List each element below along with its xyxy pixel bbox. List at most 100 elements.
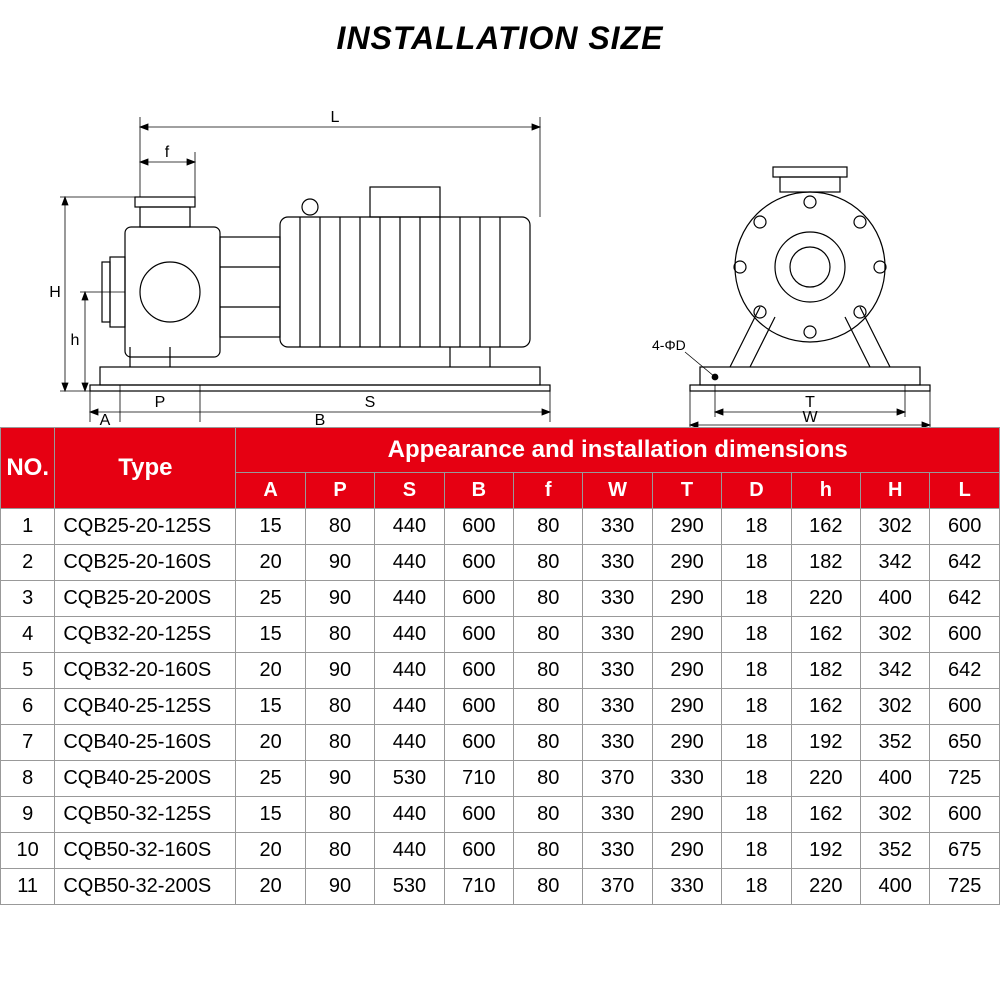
table-row: 9CQB50-32-125S15804406008033029018162302… — [1, 797, 1000, 833]
cell-no: 7 — [1, 725, 55, 761]
cell-dim: 642 — [930, 545, 1000, 581]
cell-dim: 600 — [930, 689, 1000, 725]
table-row: 7CQB40-25-160S20804406008033029018192352… — [1, 725, 1000, 761]
cell-dim: 600 — [444, 545, 513, 581]
dim-D: 4-ΦD — [652, 337, 686, 353]
cell-dim: 80 — [514, 581, 583, 617]
page-title: INSTALLATION SIZE — [0, 0, 1000, 67]
cell-type: CQB32-20-160S — [55, 653, 236, 689]
cell-no: 3 — [1, 581, 55, 617]
col-A: A — [236, 473, 305, 509]
cell-dim: 162 — [791, 617, 860, 653]
cell-dim: 400 — [861, 761, 930, 797]
cell-dim: 90 — [305, 653, 374, 689]
cell-dim: 330 — [583, 833, 652, 869]
dim-B: B — [315, 412, 326, 427]
cell-dim: 20 — [236, 833, 305, 869]
cell-dim: 290 — [652, 833, 721, 869]
cell-dim: 80 — [514, 545, 583, 581]
cell-dim: 330 — [583, 509, 652, 545]
cell-dim: 352 — [861, 833, 930, 869]
cell-dim: 80 — [514, 653, 583, 689]
cell-dim: 330 — [652, 761, 721, 797]
cell-dim: 18 — [722, 797, 791, 833]
cell-dim: 440 — [375, 833, 444, 869]
cell-dim: 90 — [305, 869, 374, 905]
dim-A: A — [100, 412, 111, 427]
cell-dim: 330 — [583, 653, 652, 689]
cell-dim: 220 — [791, 761, 860, 797]
cell-dim: 600 — [444, 509, 513, 545]
technical-diagram: L f H h A P — [0, 67, 1000, 427]
dim-L: L — [331, 109, 340, 126]
cell-type: CQB25-20-200S — [55, 581, 236, 617]
cell-dim: 330 — [583, 725, 652, 761]
cell-dim: 600 — [930, 797, 1000, 833]
cell-type: CQB25-20-125S — [55, 509, 236, 545]
cell-no: 1 — [1, 509, 55, 545]
cell-dim: 642 — [930, 581, 1000, 617]
table-row: 1CQB25-20-125S15804406008033029018162302… — [1, 509, 1000, 545]
cell-dim: 15 — [236, 797, 305, 833]
cell-type: CQB40-25-160S — [55, 725, 236, 761]
cell-dim: 90 — [305, 761, 374, 797]
cell-dim: 18 — [722, 617, 791, 653]
cell-dim: 370 — [583, 869, 652, 905]
col-P: P — [305, 473, 374, 509]
cell-dim: 600 — [444, 617, 513, 653]
dimensions-table: NO. Type Appearance and installation dim… — [0, 427, 1000, 905]
cell-dim: 20 — [236, 869, 305, 905]
cell-dim: 600 — [444, 689, 513, 725]
cell-type: CQB50-32-160S — [55, 833, 236, 869]
cell-dim: 290 — [652, 581, 721, 617]
cell-dim: 650 — [930, 725, 1000, 761]
cell-dim: 330 — [583, 797, 652, 833]
cell-dim: 290 — [652, 689, 721, 725]
cell-dim: 330 — [583, 581, 652, 617]
cell-dim: 600 — [444, 653, 513, 689]
cell-dim: 162 — [791, 509, 860, 545]
table-row: 5CQB32-20-160S20904406008033029018182342… — [1, 653, 1000, 689]
cell-dim: 18 — [722, 725, 791, 761]
cell-dim: 15 — [236, 509, 305, 545]
cell-dim: 192 — [791, 725, 860, 761]
cell-dim: 162 — [791, 689, 860, 725]
cell-dim: 302 — [861, 509, 930, 545]
cell-dim: 182 — [791, 545, 860, 581]
cell-dim: 80 — [305, 797, 374, 833]
cell-dim: 290 — [652, 725, 721, 761]
cell-dim: 25 — [236, 581, 305, 617]
cell-type: CQB50-32-125S — [55, 797, 236, 833]
cell-dim: 330 — [652, 869, 721, 905]
cell-dim: 20 — [236, 653, 305, 689]
cell-dim: 530 — [375, 761, 444, 797]
table-row: 6CQB40-25-125S15804406008033029018162302… — [1, 689, 1000, 725]
cell-dim: 330 — [583, 617, 652, 653]
cell-dim: 600 — [930, 617, 1000, 653]
cell-no: 6 — [1, 689, 55, 725]
col-f: f — [514, 473, 583, 509]
cell-dim: 290 — [652, 797, 721, 833]
cell-no: 10 — [1, 833, 55, 869]
cell-dim: 710 — [444, 761, 513, 797]
cell-dim: 600 — [444, 581, 513, 617]
table-row: 8CQB40-25-200S25905307108037033018220400… — [1, 761, 1000, 797]
dim-W: W — [802, 409, 818, 426]
cell-dim: 220 — [791, 581, 860, 617]
cell-dim: 18 — [722, 761, 791, 797]
cell-dim: 18 — [722, 869, 791, 905]
cell-dim: 18 — [722, 833, 791, 869]
cell-dim: 440 — [375, 509, 444, 545]
cell-dim: 80 — [514, 761, 583, 797]
cell-dim: 440 — [375, 545, 444, 581]
cell-dim: 642 — [930, 653, 1000, 689]
cell-dim: 80 — [305, 509, 374, 545]
cell-dim: 710 — [444, 869, 513, 905]
cell-dim: 302 — [861, 797, 930, 833]
cell-dim: 80 — [305, 689, 374, 725]
table-row: 2CQB25-20-160S20904406008033029018182342… — [1, 545, 1000, 581]
cell-dim: 302 — [861, 689, 930, 725]
cell-dim: 15 — [236, 617, 305, 653]
cell-dim: 192 — [791, 833, 860, 869]
cell-dim: 80 — [514, 689, 583, 725]
